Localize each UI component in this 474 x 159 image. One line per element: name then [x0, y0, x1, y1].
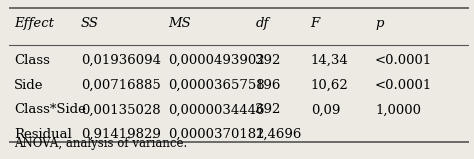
Text: 0,01936094: 0,01936094	[81, 54, 161, 67]
Text: MS: MS	[168, 17, 191, 30]
Text: 10,62: 10,62	[310, 79, 348, 92]
Text: 392: 392	[255, 54, 281, 67]
Text: Side: Side	[14, 79, 44, 92]
Text: F: F	[310, 17, 320, 30]
Text: SS: SS	[81, 17, 99, 30]
Text: df: df	[255, 17, 269, 30]
Text: 0,0000365758: 0,0000365758	[168, 79, 265, 92]
Text: 0,0000034446: 0,0000034446	[168, 103, 264, 116]
Text: p: p	[375, 17, 383, 30]
Text: Effect: Effect	[14, 17, 54, 30]
Text: Class: Class	[14, 54, 50, 67]
Text: 0,91419829: 0,91419829	[81, 128, 161, 141]
Text: 0,09: 0,09	[310, 103, 340, 116]
Text: 2,4696: 2,4696	[255, 128, 302, 141]
Text: 0,0000493902: 0,0000493902	[168, 54, 265, 67]
Text: 0,00135028: 0,00135028	[81, 103, 160, 116]
Text: 14,34: 14,34	[310, 54, 348, 67]
Text: <0.0001: <0.0001	[375, 54, 432, 67]
Text: Residual: Residual	[14, 128, 72, 141]
Text: 1,0000: 1,0000	[375, 103, 421, 116]
Text: 392: 392	[255, 103, 281, 116]
Text: 0,00716885: 0,00716885	[81, 79, 161, 92]
Text: 0,0000370181: 0,0000370181	[168, 128, 264, 141]
Text: Class*Side: Class*Side	[14, 103, 86, 116]
Text: <0.0001: <0.0001	[375, 79, 432, 92]
Text: ANOVA, analysis of variance.: ANOVA, analysis of variance.	[14, 137, 187, 150]
Text: 196: 196	[255, 79, 281, 92]
